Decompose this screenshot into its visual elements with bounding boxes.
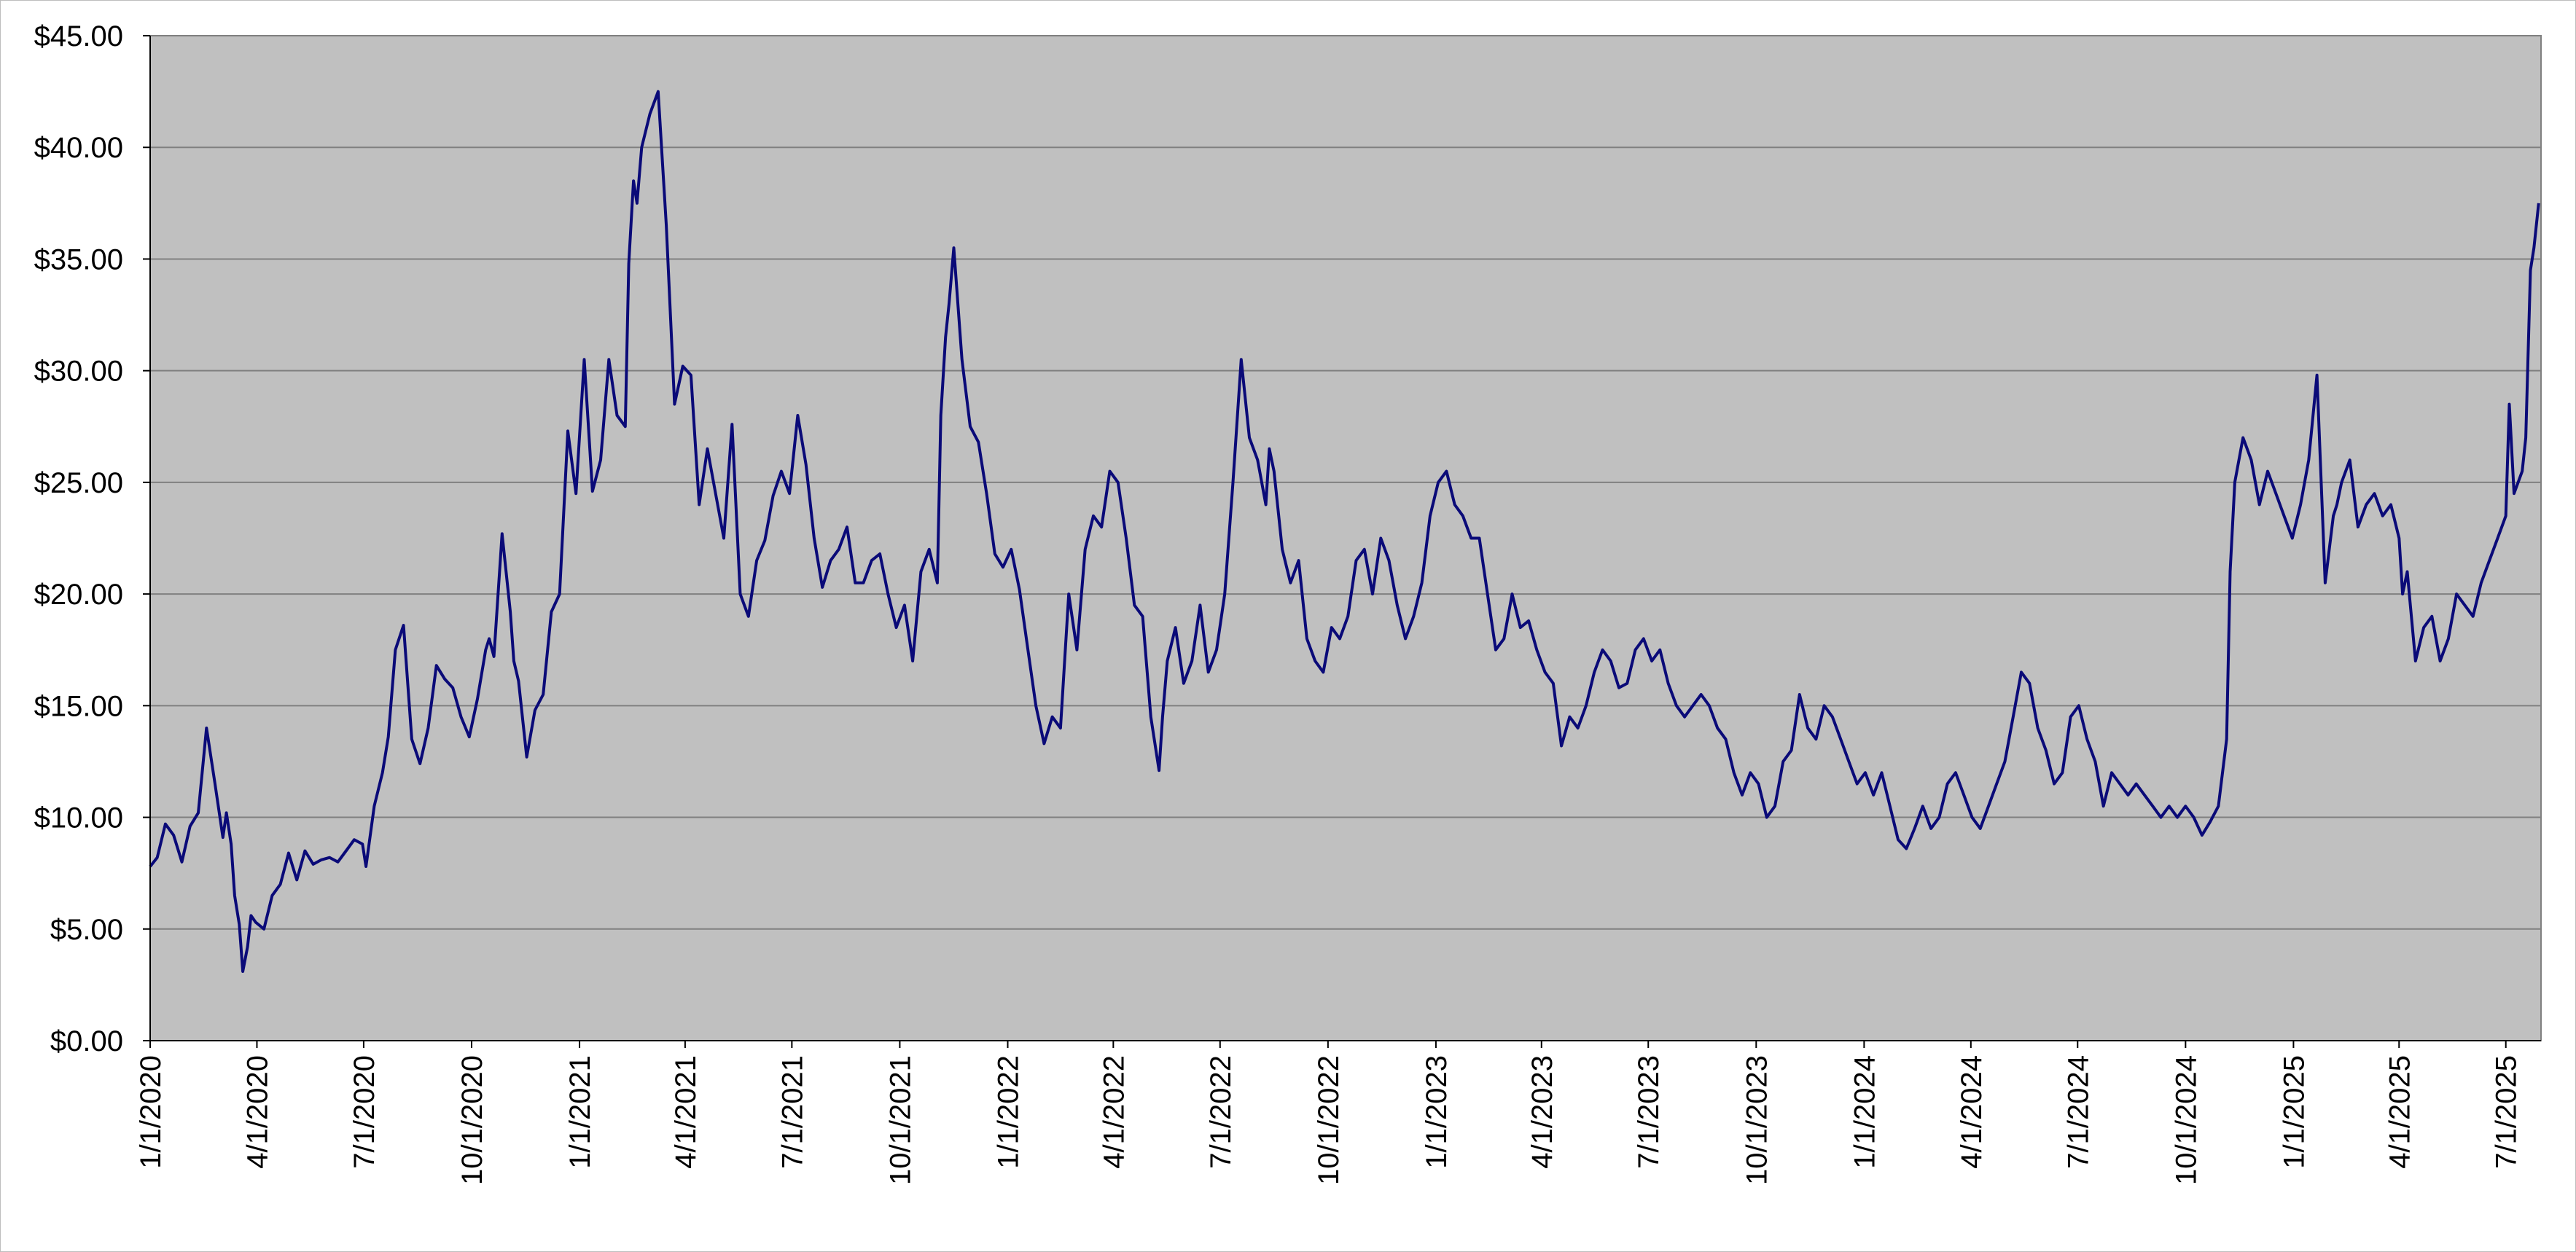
x-tick-label: 1/1/2020: [135, 1055, 167, 1169]
y-tick-label: $10.00: [34, 802, 123, 834]
x-tick-label: 7/1/2020: [348, 1055, 380, 1169]
y-tick-label: $45.00: [34, 20, 123, 52]
x-tick-label: 1/1/2025: [2278, 1055, 2310, 1169]
x-tick-label: 4/1/2021: [670, 1055, 702, 1169]
y-tick-label: $35.00: [34, 243, 123, 275]
x-tick-label: 10/1/2020: [456, 1055, 488, 1185]
price-series-line: [149, 90, 2540, 973]
y-tick-label: $20.00: [34, 579, 123, 611]
x-tick-label: 10/1/2022: [1313, 1055, 1345, 1185]
y-tick-label: $5.00: [50, 914, 123, 946]
x-tick-label: 10/1/2021: [884, 1055, 916, 1185]
x-tick-label: 7/1/2021: [776, 1055, 808, 1169]
x-tick-label: 4/1/2024: [1956, 1055, 1988, 1169]
x-tick-label: 4/1/2025: [2384, 1055, 2416, 1169]
x-tick-label: 1/1/2022: [992, 1055, 1024, 1169]
y-tick-label: $40.00: [34, 132, 123, 164]
gridlines: [150, 35, 2541, 930]
x-tick-label: 7/1/2025: [2491, 1055, 2523, 1169]
y-tick-label: $0.00: [50, 1025, 123, 1057]
y-tick-label: $30.00: [34, 356, 123, 388]
x-tick-label: 1/1/2023: [1421, 1055, 1453, 1169]
x-tick-label: 10/1/2023: [1741, 1055, 1773, 1185]
x-tick-label: 7/1/2024: [2062, 1055, 2094, 1169]
plot-area: [149, 35, 2542, 1041]
x-tick-label: 10/1/2024: [2170, 1055, 2202, 1185]
y-axis-ticks: $0.00 $5.00 $10.00 $15.00 $20.00 $25.00 $30.00…: [34, 20, 150, 1057]
x-tick-label: 7/1/2023: [1633, 1055, 1665, 1169]
x-tick-label: 1/1/2024: [1849, 1055, 1881, 1169]
y-tick-label: $15.00: [34, 690, 123, 722]
x-tick-label: 4/1/2020: [241, 1055, 273, 1169]
x-tick-label: 4/1/2023: [1526, 1055, 1558, 1169]
x-tick-label: 7/1/2022: [1205, 1055, 1237, 1169]
x-tick-label: 4/1/2022: [1098, 1055, 1130, 1169]
y-tick-label: $25.00: [34, 467, 123, 499]
x-axis-ticks: 1/1/2020 4/1/2020 7/1/2020 10/1/2020 1/1/202…: [135, 1041, 2523, 1185]
x-tick-label: 1/1/2021: [564, 1055, 596, 1169]
